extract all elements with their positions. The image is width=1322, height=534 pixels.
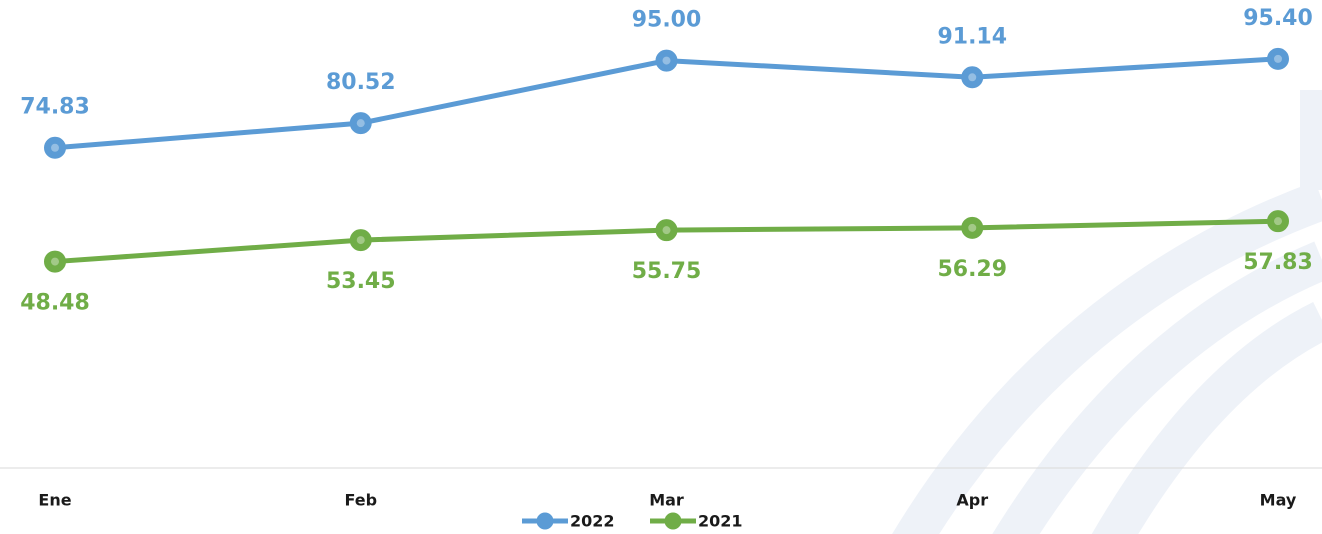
point-center [662,226,671,235]
point-center [356,119,365,128]
x-tick-label: Ene [38,491,71,510]
point-center [1274,217,1282,226]
legend-label: 2022 [570,512,615,531]
data-label: 57.83 [1243,250,1313,275]
watermark-block [1300,90,1322,190]
point [349,229,372,252]
watermark-arc [992,241,1322,534]
point-center [356,236,365,245]
point-center [968,223,977,232]
data-label: 53.45 [326,269,396,294]
watermark-arc [1091,302,1322,534]
x-tick-label: Apr [956,491,988,510]
data-label: 56.29 [937,257,1007,282]
point [655,219,678,242]
x-tick-label: May [1260,491,1297,510]
point [655,49,678,72]
data-label: 48.48 [20,291,90,316]
point [1267,47,1289,70]
point-center [662,56,671,65]
legend-marker [536,512,554,530]
data-label: 55.75 [632,259,702,284]
series-line [54,56,1279,151]
point-center [51,257,59,266]
x-tick-label: Mar [649,491,684,510]
point-center [1274,54,1282,63]
point [349,112,372,135]
data-label: 95.40 [1243,6,1313,31]
legend-marker [664,512,682,530]
data-label: 95.00 [632,8,702,33]
x-tick-label: Feb [344,491,377,510]
point-center [51,143,59,152]
point [44,136,66,159]
point-center [968,73,977,82]
point [961,216,984,239]
point [44,250,66,273]
watermark-arc [892,181,1322,534]
point [961,66,984,89]
point [1267,210,1289,233]
legend-item: 2021 [650,512,743,531]
data-label: 80.52 [326,70,396,95]
data-label: 91.14 [937,24,1007,49]
watermark [892,90,1322,534]
data-label: 74.83 [20,95,90,120]
legend-item: 2022 [522,512,615,531]
legend-label: 2021 [698,512,743,531]
